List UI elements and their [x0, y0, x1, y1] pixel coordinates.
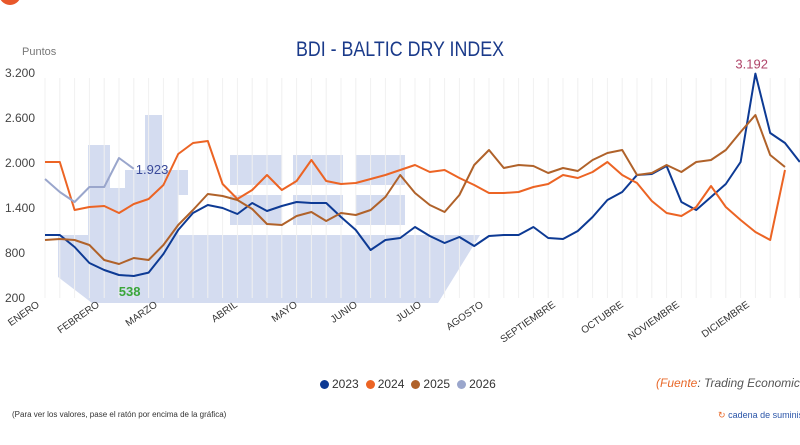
series-line-2023[interactable]	[45, 72, 800, 277]
legend: 2023 2024 2025 2026	[320, 377, 499, 391]
annotation-2026-last: 1.923	[136, 162, 169, 177]
ship-mast	[88, 145, 110, 235]
source-text: : Trading Economics	[697, 376, 800, 390]
logo-icon	[0, 0, 20, 5]
x-tick-label: FEBRERO	[56, 299, 102, 336]
legend-label: 2026	[469, 377, 496, 391]
container	[293, 195, 343, 225]
y-tick-label: 1.400	[5, 201, 35, 215]
legend-dot-icon	[365, 379, 375, 389]
legend-label: 2025	[423, 377, 451, 391]
grid	[44, 78, 800, 298]
legend-dot-icon	[457, 379, 467, 389]
brand-icon: ↻	[718, 410, 726, 420]
y-tick-label: 2.000	[5, 156, 35, 170]
series-line-2026[interactable]	[44, 157, 135, 203]
x-tick-label: DICIEMBRE	[700, 299, 752, 340]
container	[356, 195, 405, 225]
y-tick-label: 2.600	[5, 111, 35, 125]
hover-hint: (Para ver los valores, pase el ratón por…	[12, 410, 227, 419]
y-tick-label: 3.200	[5, 66, 35, 80]
legend-label: 2023	[332, 377, 359, 391]
legend-dot-icon	[320, 379, 329, 389]
x-tick-label: OCTUBRE	[579, 299, 626, 336]
legend-dot-icon	[411, 379, 421, 389]
source-note: (Fuente: Trading Economics	[656, 376, 800, 390]
ship-block	[162, 195, 178, 235]
x-tick-label: SEPTIEMBRE	[499, 299, 558, 345]
legend-item-2025[interactable]: 2025	[411, 377, 450, 391]
x-tick-label: NOVIEMBRE	[626, 299, 682, 343]
x-tick-label: JUNIO	[329, 299, 360, 325]
series-line-2025[interactable]	[44, 114, 786, 265]
chart-title: BDI - BALTIC DRY INDEX	[296, 38, 504, 62]
x-tick-label: MAYO	[270, 299, 300, 325]
ship-funnel	[145, 115, 162, 235]
x-tick-label: AGOSTO	[445, 299, 486, 333]
legend-item-2024[interactable]: 2024	[365, 377, 405, 391]
y-tick-label: 800	[5, 246, 25, 260]
source-paren: (	[656, 376, 660, 390]
legend-label: 2024	[377, 377, 405, 391]
x-tick-label: JULIO	[394, 299, 424, 324]
brand-logo: ↻ cadena de suministro	[718, 410, 800, 421]
annotation-2023-min: 538	[119, 284, 141, 299]
x-tick-label: MARZO	[124, 299, 160, 329]
series-line-2024[interactable]	[45, 140, 786, 241]
ship-block	[162, 170, 188, 195]
legend-item-2023[interactable]: 2023	[320, 377, 359, 391]
y-tick-label: 200	[5, 291, 25, 305]
annotation-2023-max: 3.192	[735, 57, 768, 72]
y-axis-label: Puntos	[22, 46, 57, 58]
x-tick-label: ABRIL	[210, 299, 240, 325]
ship-block	[125, 170, 145, 235]
legend-item-2026[interactable]: 2026	[457, 377, 496, 391]
source-label: Fuente	[660, 376, 698, 390]
brand-text: cadena de suministro	[728, 410, 800, 420]
